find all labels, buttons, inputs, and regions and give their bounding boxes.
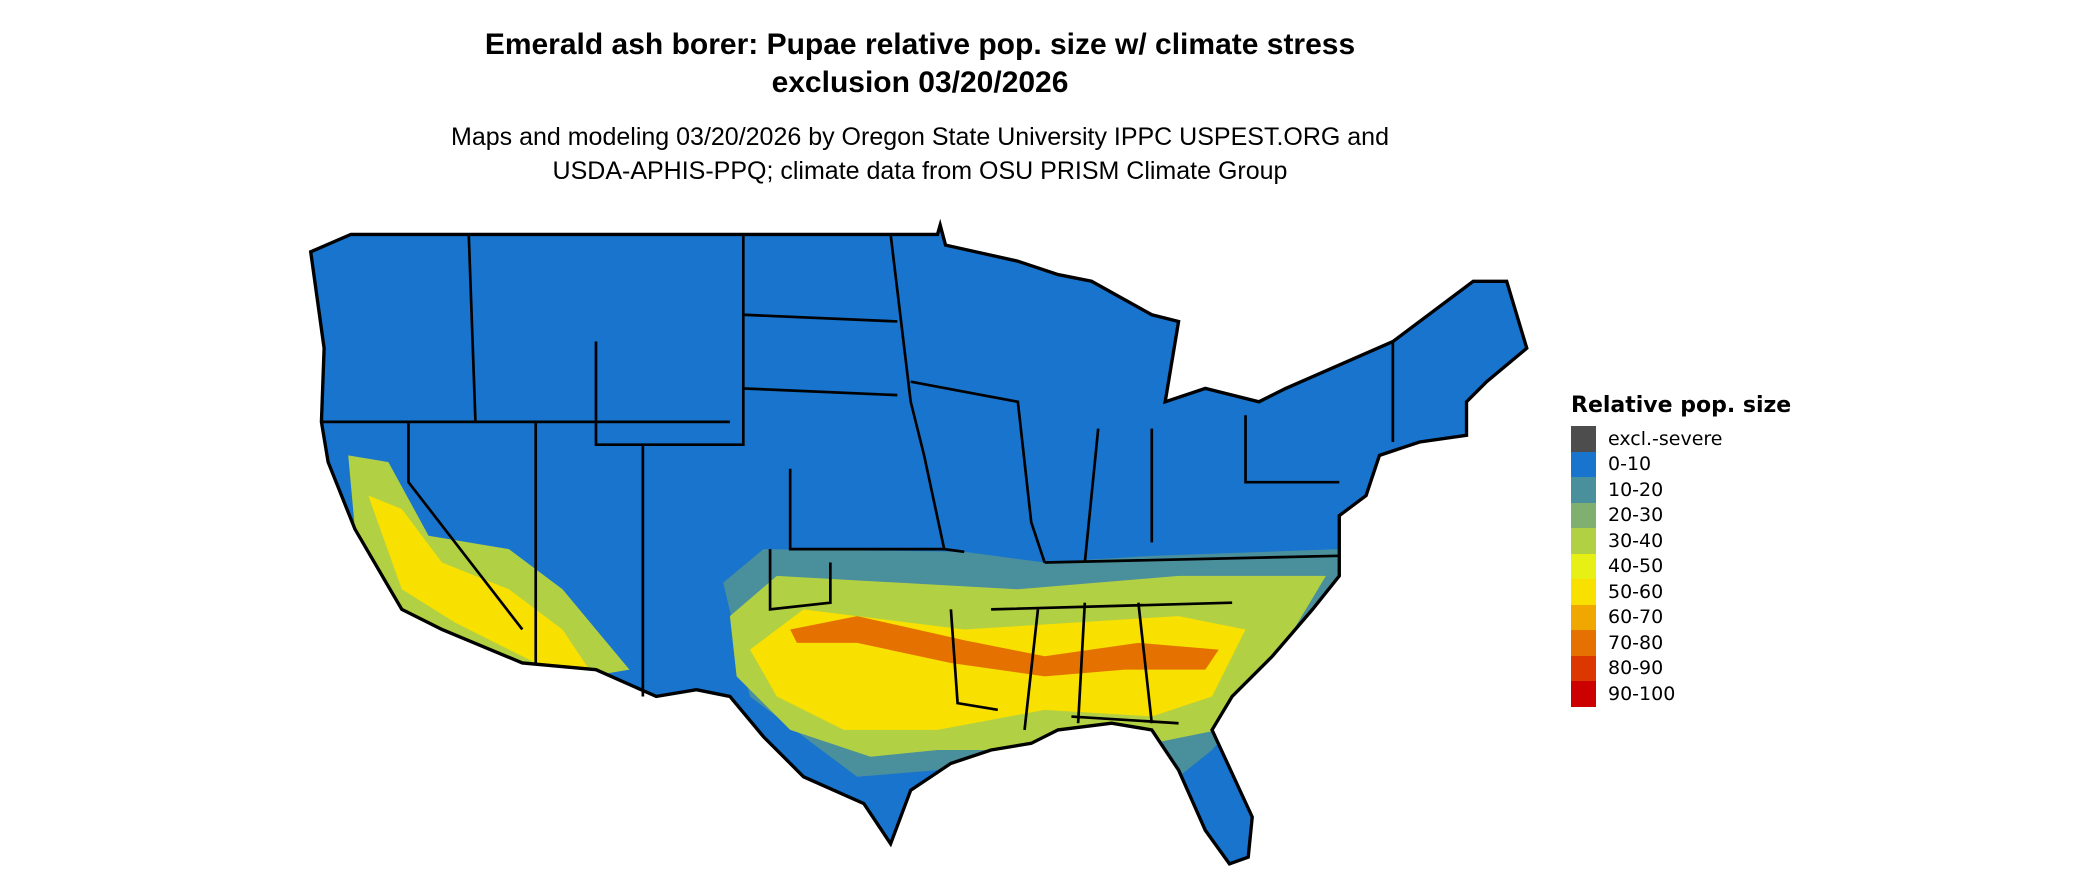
legend-swatch (1571, 553, 1596, 579)
legend-item: 10-20 (1571, 477, 1791, 503)
legend-label: 0-10 (1608, 453, 1652, 476)
legend-item: 40-50 (1571, 553, 1791, 579)
legend-item: 70-80 (1571, 630, 1791, 656)
legend-item: 30-40 (1571, 528, 1791, 554)
legend-item: excl.-severe (1571, 426, 1791, 452)
legend-label: 50-60 (1608, 580, 1664, 603)
zone-southwest-50-60 (368, 495, 590, 670)
legend-title: Relative pop. size (1571, 393, 1792, 418)
legend-swatch (1571, 604, 1596, 630)
legend-label: 10-20 (1608, 478, 1664, 501)
legend: Relative pop. size excl.-severe 0-10 10-20… (1571, 393, 1791, 707)
legend-swatch (1571, 477, 1596, 503)
legend-swatch (1571, 681, 1596, 707)
legend-item: 20-30 (1571, 502, 1791, 528)
legend-label: 30-40 (1608, 529, 1664, 552)
legend-swatch (1571, 655, 1596, 681)
legend-item: 50-60 (1571, 579, 1791, 605)
legend-swatch (1571, 502, 1596, 528)
legend-swatch (1571, 579, 1596, 605)
legend-label: 20-30 (1608, 504, 1664, 527)
map-title-line1: Emerald ash borer: Pupae relative pop. s… (484, 28, 1356, 61)
zone-70-80 (790, 616, 1219, 677)
legend-label: 60-70 (1608, 606, 1664, 629)
legend-label: 40-50 (1608, 555, 1664, 578)
legend-swatch (1571, 426, 1596, 452)
legend-label: 80-90 (1608, 657, 1664, 680)
legend-label: 90-100 (1608, 682, 1676, 705)
legend-item: 80-90 (1571, 655, 1791, 681)
map-title-line2: exclusion 03/20/2026 (771, 66, 1069, 99)
legend-item: 90-100 (1571, 681, 1791, 707)
legend-swatch (1571, 528, 1596, 554)
state-borders (321, 234, 1395, 731)
map-subtitle-line1: Maps and modeling 03/20/2026 by Oregon S… (451, 123, 1389, 151)
map-subtitle-line2: USDA-APHIS-PPQ; climate data from OSU PR… (552, 157, 1288, 185)
legend-label: 70-80 (1608, 631, 1664, 654)
legend-item: 0-10 (1571, 451, 1791, 477)
zone-southwest-30-40 (348, 455, 630, 677)
legend-swatch (1571, 451, 1596, 477)
legend-item: 60-70 (1571, 604, 1791, 630)
legend-swatch (1571, 630, 1596, 656)
legend-label: excl.-severe (1608, 427, 1723, 450)
